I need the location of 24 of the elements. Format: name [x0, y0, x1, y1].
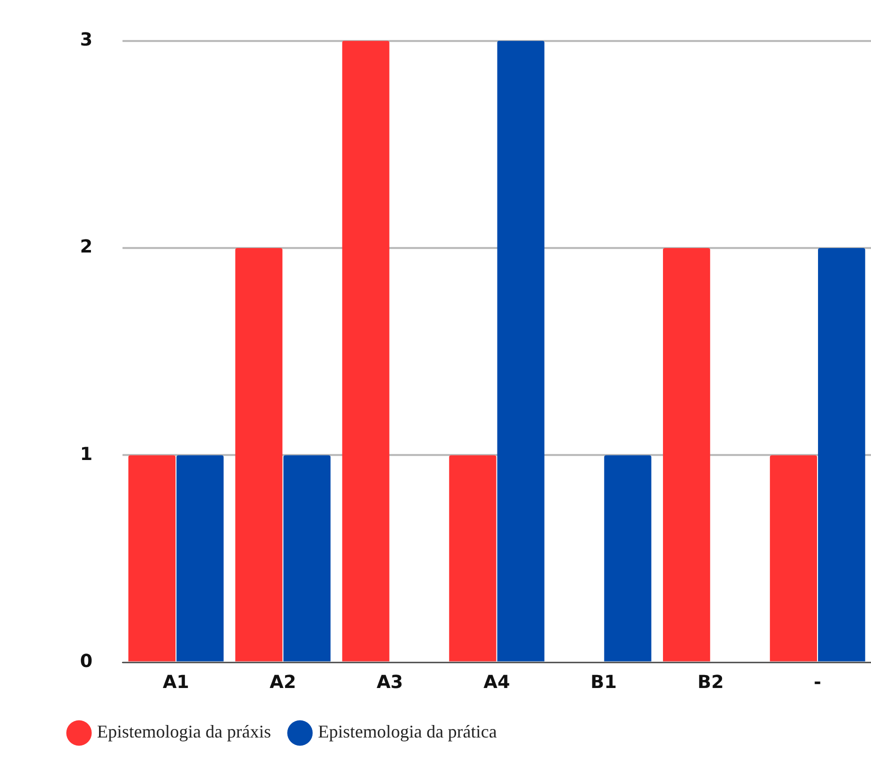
bar: [176, 455, 224, 662]
x-tick-label: A1: [162, 672, 190, 693]
x-tick-label: A4: [484, 672, 510, 693]
x-tick-label: B1: [590, 672, 617, 693]
x-tick-label: A3: [376, 672, 404, 693]
bar: [770, 455, 818, 662]
y-tick-label: 2: [80, 236, 93, 258]
legend-label: Epistemologia da práxis: [97, 722, 271, 742]
bar: [818, 248, 866, 662]
y-tick-label: 3: [80, 29, 93, 50]
y-tick-label: 0: [80, 651, 93, 672]
x-tick-label: A2: [270, 672, 296, 693]
bar: [604, 455, 652, 662]
x-tick-label: -: [814, 672, 822, 693]
bar: [128, 455, 176, 662]
bar: [283, 455, 331, 662]
bar: [235, 248, 282, 662]
x-tick-label: B2: [697, 672, 724, 693]
bar: [662, 248, 710, 662]
bar: [342, 40, 390, 662]
bar: [449, 455, 496, 662]
y-tick-label: 1: [80, 444, 93, 465]
legend-label: Epistemologia da prática: [318, 722, 497, 742]
bar: [497, 40, 544, 662]
